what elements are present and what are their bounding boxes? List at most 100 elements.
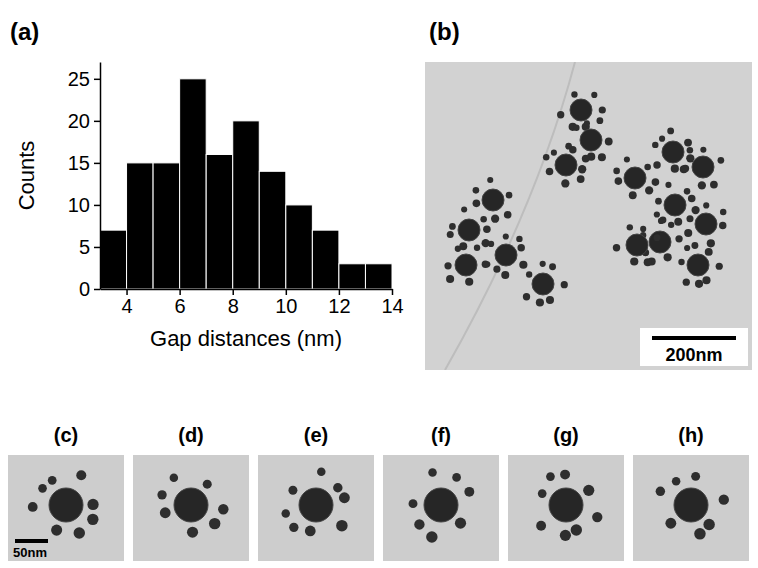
satellite-particle bbox=[688, 195, 696, 203]
satellite-particle bbox=[682, 165, 690, 173]
satellite-particle bbox=[598, 153, 606, 161]
satellite-particle bbox=[624, 156, 630, 162]
satellite-particle bbox=[517, 244, 524, 251]
image-background bbox=[258, 455, 374, 561]
satellite-particle bbox=[51, 525, 62, 536]
core-particle bbox=[424, 488, 458, 522]
y-axis-line bbox=[100, 63, 102, 290]
x-axis-tick-label: 10 bbox=[275, 295, 297, 317]
satellite-particle bbox=[491, 215, 499, 223]
satellite-particle bbox=[691, 206, 699, 214]
satellite-particle bbox=[38, 484, 47, 493]
x-axis: 468101214 bbox=[101, 289, 404, 317]
satellite-particle bbox=[540, 261, 546, 267]
satellite-particle bbox=[705, 248, 713, 256]
satellite-particle bbox=[571, 91, 577, 97]
figure: 4681012140510152025Gap distances (nm)Cou… bbox=[0, 0, 758, 568]
satellite-particle bbox=[482, 261, 489, 268]
satellite-particle bbox=[684, 139, 692, 147]
core-particle bbox=[626, 234, 648, 256]
satellite-particle bbox=[506, 192, 513, 199]
scale-bar bbox=[15, 539, 48, 543]
bar bbox=[153, 163, 180, 289]
satellite-particle bbox=[599, 106, 606, 113]
y-axis-tick: 25 bbox=[68, 68, 100, 90]
satellite-particle bbox=[653, 161, 660, 168]
satellite-particle bbox=[591, 92, 597, 98]
core-particle bbox=[687, 254, 709, 276]
satellite-particle bbox=[665, 518, 676, 529]
satellite-particle bbox=[645, 186, 653, 194]
tem-image bbox=[133, 455, 249, 561]
tem-image bbox=[508, 455, 624, 561]
satellite-particle bbox=[718, 157, 725, 164]
y-axis: 0510152025 bbox=[68, 63, 101, 300]
satellite-particle bbox=[684, 245, 690, 251]
satellite-particle bbox=[615, 177, 623, 185]
satellite-particle bbox=[644, 258, 652, 266]
satellite-particle bbox=[659, 136, 665, 142]
satellite-particle bbox=[409, 499, 418, 508]
satellite-particle bbox=[703, 519, 714, 530]
satellite-particle bbox=[658, 218, 664, 224]
satellite-particle bbox=[630, 257, 638, 265]
satellite-particle bbox=[578, 165, 586, 173]
image-background bbox=[425, 62, 752, 370]
satellite-particle bbox=[584, 120, 590, 126]
satellite-particle bbox=[629, 191, 637, 199]
core-particle bbox=[649, 231, 671, 253]
core-particle bbox=[549, 488, 583, 522]
satellite-particle bbox=[504, 211, 512, 219]
core-particle bbox=[299, 488, 333, 522]
core-particle bbox=[570, 99, 592, 121]
y-axis-tick-mark bbox=[94, 121, 100, 123]
x-axis-tick-label: 12 bbox=[328, 295, 350, 317]
satellite-particle bbox=[288, 486, 297, 495]
satellite-particle bbox=[716, 263, 723, 270]
image-background bbox=[508, 455, 624, 561]
x-axis-title: Gap distances (nm) bbox=[150, 326, 342, 351]
satellite-particle bbox=[48, 476, 57, 485]
x-axis-tick: 10 bbox=[275, 289, 297, 317]
satellite-particle bbox=[464, 487, 474, 497]
satellite-particle bbox=[551, 150, 557, 156]
y-axis-tick-mark bbox=[94, 205, 100, 207]
satellite-particle bbox=[339, 492, 350, 503]
y-axis-tick-mark bbox=[94, 289, 100, 291]
core-particle bbox=[624, 167, 646, 189]
satellite-particle bbox=[644, 164, 651, 171]
satellite-particle bbox=[613, 244, 620, 251]
x-axis-tick: 8 bbox=[228, 289, 239, 317]
satellite-particle bbox=[691, 472, 700, 481]
image-background bbox=[383, 455, 499, 561]
satellite-particle bbox=[465, 278, 473, 286]
core-particle bbox=[532, 273, 554, 295]
satellite-particle bbox=[87, 499, 98, 510]
satellite-particle bbox=[160, 507, 171, 518]
satellite-particle bbox=[455, 518, 466, 529]
satellite-particle bbox=[667, 127, 674, 134]
satellite-particle bbox=[538, 489, 547, 498]
satellite-particle bbox=[654, 234, 661, 241]
satellite-particle bbox=[549, 263, 556, 270]
core-particle bbox=[49, 488, 83, 522]
satellite-particle bbox=[719, 494, 729, 504]
core-particle bbox=[664, 194, 686, 216]
satellite-particle bbox=[596, 117, 603, 124]
satellite-particle bbox=[449, 223, 456, 230]
panel-label: (g) bbox=[553, 424, 579, 446]
satellite-particle bbox=[488, 241, 494, 247]
tem-image bbox=[633, 455, 749, 561]
satellite-particle bbox=[474, 245, 480, 251]
y-axis-tick: 5 bbox=[79, 236, 100, 258]
satellite-particle bbox=[305, 526, 316, 537]
tem-image bbox=[8, 455, 124, 561]
satellite-particle bbox=[655, 198, 662, 205]
satellite-particle bbox=[687, 147, 694, 154]
satellite-particle bbox=[209, 518, 220, 529]
satellite-particle bbox=[613, 168, 620, 175]
x-axis-tick: 14 bbox=[381, 289, 403, 317]
satellite-particle bbox=[640, 226, 646, 232]
satellite-particle bbox=[561, 281, 568, 288]
satellite-particle bbox=[678, 259, 684, 265]
